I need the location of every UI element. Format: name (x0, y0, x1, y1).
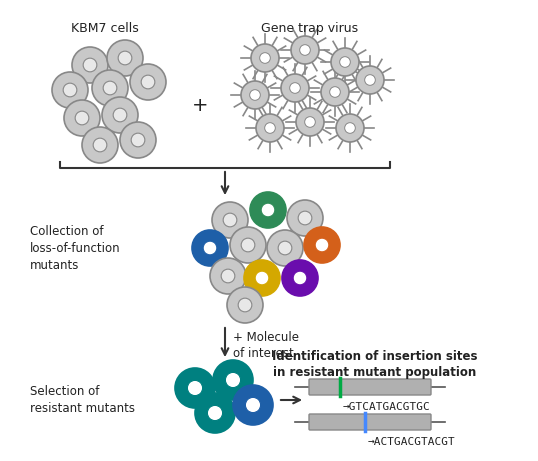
Circle shape (118, 51, 132, 65)
Circle shape (102, 97, 138, 133)
Circle shape (251, 44, 279, 72)
Circle shape (221, 269, 235, 283)
Circle shape (63, 83, 77, 97)
Circle shape (365, 75, 376, 85)
Circle shape (203, 241, 217, 255)
Circle shape (210, 258, 246, 294)
Text: + Molecule
of interest: + Molecule of interest (233, 331, 299, 360)
Circle shape (255, 271, 269, 285)
Circle shape (83, 58, 97, 72)
Circle shape (52, 72, 88, 108)
Circle shape (356, 66, 384, 94)
Circle shape (93, 138, 107, 152)
Text: Identification of insertion sites
in resistant mutant population: Identification of insertion sites in res… (272, 350, 478, 379)
Text: Selection of
resistant mutants: Selection of resistant mutants (30, 385, 135, 415)
Circle shape (245, 397, 260, 413)
Text: Gene trap virus: Gene trap virus (261, 22, 358, 35)
Circle shape (130, 64, 166, 100)
Circle shape (227, 287, 263, 323)
Circle shape (141, 75, 155, 89)
Circle shape (321, 78, 349, 106)
Circle shape (212, 202, 248, 238)
Circle shape (175, 368, 215, 408)
Circle shape (293, 271, 307, 285)
Circle shape (208, 405, 223, 420)
Circle shape (187, 380, 203, 396)
Circle shape (256, 114, 284, 142)
Circle shape (192, 230, 228, 266)
Circle shape (107, 40, 143, 76)
Circle shape (244, 260, 280, 296)
Text: →ACTGACGTACGT: →ACTGACGTACGT (368, 437, 456, 447)
Circle shape (92, 70, 128, 106)
Circle shape (336, 114, 364, 142)
Text: +: + (192, 95, 208, 114)
Circle shape (225, 372, 240, 388)
Circle shape (103, 81, 117, 95)
Circle shape (241, 81, 269, 109)
Circle shape (195, 393, 235, 433)
Circle shape (278, 241, 292, 255)
Text: →GTCATGACGTGC: →GTCATGACGTGC (343, 402, 431, 412)
Circle shape (267, 230, 303, 266)
Circle shape (330, 87, 341, 97)
Circle shape (213, 360, 253, 400)
Circle shape (265, 123, 275, 133)
Circle shape (304, 227, 340, 263)
Circle shape (300, 45, 310, 55)
Circle shape (305, 117, 315, 127)
Circle shape (223, 213, 237, 227)
Circle shape (296, 108, 324, 136)
Circle shape (82, 127, 118, 163)
FancyBboxPatch shape (309, 379, 431, 395)
Circle shape (281, 74, 309, 102)
Circle shape (230, 227, 266, 263)
Circle shape (120, 122, 156, 158)
Circle shape (238, 298, 252, 312)
Circle shape (298, 211, 312, 225)
Circle shape (315, 238, 329, 252)
Text: Collection of
loss-of-function
mutants: Collection of loss-of-function mutants (30, 225, 121, 272)
Circle shape (241, 238, 255, 252)
Text: KBM7 cells: KBM7 cells (71, 22, 139, 35)
Circle shape (72, 47, 108, 83)
Circle shape (261, 203, 275, 217)
Circle shape (113, 108, 127, 122)
Circle shape (75, 111, 89, 125)
Circle shape (345, 123, 355, 133)
Circle shape (291, 36, 319, 64)
Circle shape (331, 48, 359, 76)
Circle shape (64, 100, 100, 136)
Circle shape (260, 53, 270, 63)
Circle shape (287, 200, 323, 236)
Circle shape (282, 260, 318, 296)
Circle shape (250, 90, 260, 100)
FancyBboxPatch shape (309, 414, 431, 430)
Circle shape (289, 83, 300, 93)
Circle shape (233, 385, 273, 425)
Circle shape (339, 57, 350, 67)
Circle shape (131, 133, 145, 147)
Circle shape (250, 192, 286, 228)
